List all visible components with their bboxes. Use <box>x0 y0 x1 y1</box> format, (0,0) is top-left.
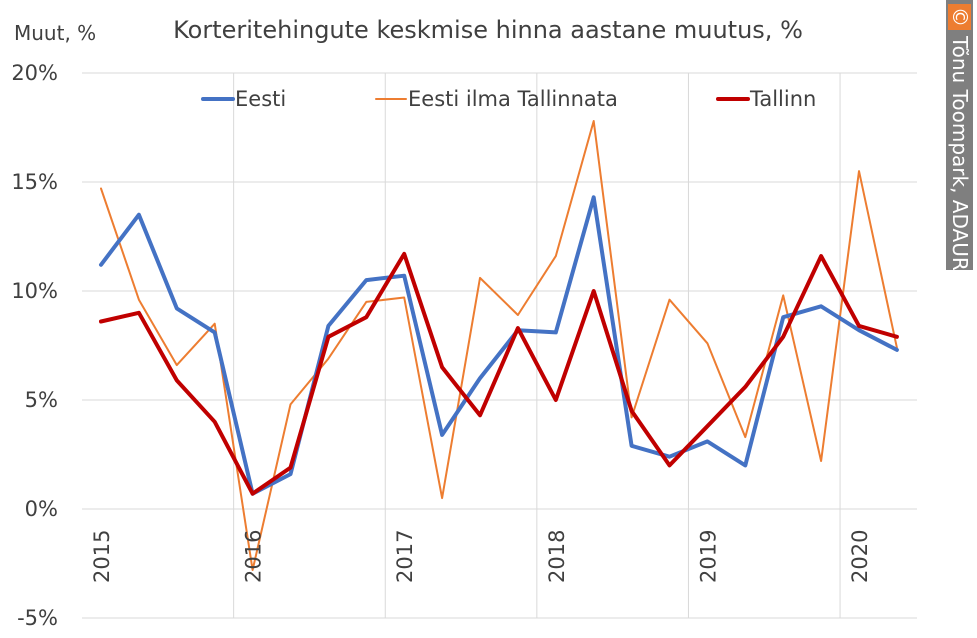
y-tick-label: 10% <box>11 279 58 303</box>
y-tick-label: 0% <box>25 497 58 521</box>
copyright-symbol: © <box>948 7 972 27</box>
x-tick-label: 2015 <box>90 530 114 583</box>
x-tick-label: 2016 <box>242 530 266 583</box>
y-tick-label: -5% <box>17 606 58 630</box>
series-line-eesti-ilma-tallinnata <box>100 120 898 571</box>
legend: Eesti Eesti ilma Tallinnata Tallinn <box>201 87 816 111</box>
y-axis: -5% 0% 5% 10% 15% 20% <box>11 61 58 630</box>
y-axis-label: Muut, % <box>14 21 96 45</box>
y-tick-label: 15% <box>11 170 58 194</box>
legend-label: Tallinn <box>749 87 816 111</box>
x-axis: 2015 2016 2017 2018 2019 2020 <box>90 530 872 583</box>
x-tick-label: 2019 <box>696 530 720 583</box>
series-lines <box>99 120 899 571</box>
chart-title: Korteritehingute keskmise hinna aastane … <box>173 16 803 44</box>
y-tick-label: 5% <box>25 388 58 412</box>
copyright-badge <box>948 4 971 30</box>
x-tick-label: 2017 <box>393 530 417 583</box>
credit-background <box>946 0 973 270</box>
legend-label: Eesti <box>235 87 286 111</box>
grid <box>82 72 917 619</box>
x-tick-label: 2020 <box>848 530 872 583</box>
legend-label: Eesti ilma Tallinnata <box>408 87 618 111</box>
credit-box: © Tõnu Toompark, ADAUR.EE <box>946 0 973 302</box>
series-line-eesti <box>99 195 899 496</box>
y-tick-label: 20% <box>11 61 58 85</box>
x-tick-label: 2018 <box>545 530 569 583</box>
credit-text: Tõnu Toompark, ADAUR.EE <box>948 35 972 302</box>
series-line-tallinn <box>99 251 899 496</box>
